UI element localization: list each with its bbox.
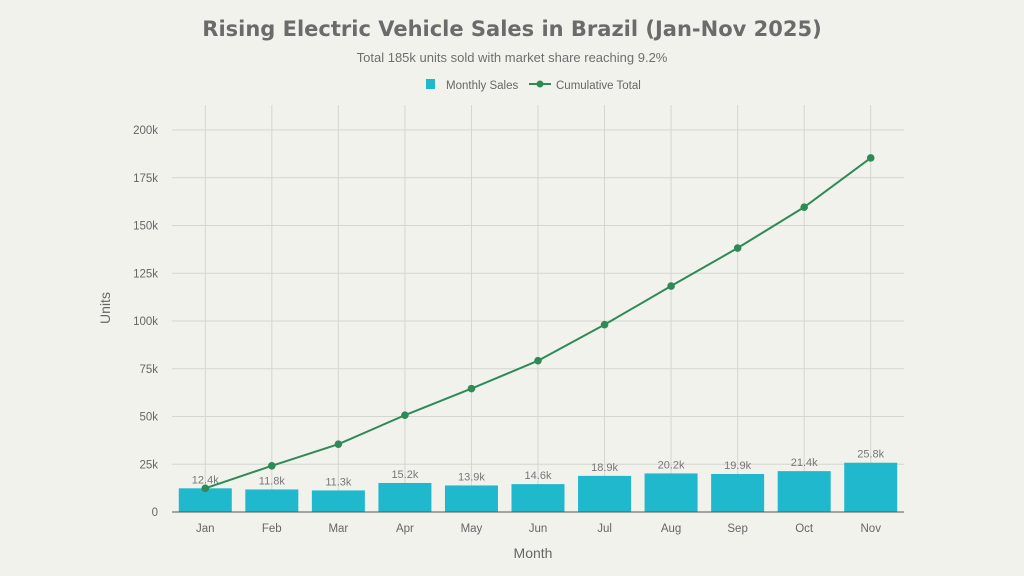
cumulative-point (800, 203, 808, 211)
y-tick-label: 150k (133, 221, 158, 233)
chart-title: Rising Electric Vehicle Sales in Brazil … (202, 17, 821, 41)
bar-oct (777, 471, 831, 512)
x-tick-label: Jul (597, 523, 612, 535)
y-tick-label: 50k (139, 412, 158, 424)
bars: 12.4k 11.8k 11.3k 15.2k 13.9k 14.6k 18.9k 20.2k… (178, 449, 898, 512)
y-tick-label: 100k (133, 316, 158, 328)
cumulative-point (733, 244, 742, 252)
bar-data-label: 12.4k (192, 474, 219, 486)
y-tick-label: 25k (139, 459, 158, 471)
y-tick-label: 0 (152, 507, 158, 519)
y-axis: 0 25k 50k 75k 100k 125k 150k 175k 200k (133, 125, 158, 519)
x-tick-label: Feb (262, 523, 282, 535)
cumulative-point (534, 356, 542, 365)
y-tick-label: 200k (133, 125, 158, 137)
legend-label-monthly[interactable]: Monthly Sales (446, 80, 518, 92)
bar-jan (178, 488, 232, 512)
y-tick-label: 75k (139, 364, 158, 376)
x-tick-label: Jun (529, 523, 548, 535)
bar-apr (378, 482, 432, 512)
bar-data-label: 13.9k (458, 471, 485, 483)
x-axis-label: Month (514, 545, 553, 561)
bar-data-label: 11.3k (325, 476, 352, 488)
bar-data-label: 15.2k (391, 469, 418, 481)
x-tick-label: Aug (661, 523, 681, 535)
cumulative-point (401, 411, 409, 419)
bar-data-label: 19.9k (724, 460, 751, 472)
x-tick-label: Mar (328, 523, 348, 535)
cumulative-point (334, 440, 343, 448)
x-axis: Jan Feb Mar Apr May Jun Jul Aug Sep Oct Nov (172, 511, 904, 535)
bar-data-label: 21.4k (791, 457, 818, 469)
cumulative-point (667, 282, 675, 290)
bar-data-label: 25.8k (857, 449, 884, 461)
cumulative-point (201, 484, 210, 493)
x-tick-label: Apr (396, 523, 414, 535)
bar-nov (844, 462, 898, 512)
cumulative-point (866, 154, 875, 162)
chart-subtitle: Total 185k units sold with market share … (357, 50, 668, 65)
y-axis-label: Units (97, 292, 113, 324)
bar-sep (711, 473, 765, 512)
bar-data-label: 14.6k (525, 470, 552, 482)
bar-jun (511, 484, 565, 512)
legend: Monthly Sales Cumulative Total (426, 79, 641, 92)
cumulative-point (467, 384, 476, 393)
bar-data-label: 18.9k (591, 462, 618, 474)
legend-marker-cumulative (536, 80, 544, 88)
x-tick-label: May (461, 523, 483, 535)
y-tick-label: 125k (133, 268, 158, 280)
bar-feb (245, 489, 299, 512)
bar-aug (644, 473, 698, 512)
bar-data-label: 11.8k (259, 475, 286, 487)
gridlines (172, 105, 904, 512)
cumulative-line (201, 154, 875, 493)
bar-data-label: 20.2k (658, 459, 685, 471)
x-tick-label: Sep (727, 523, 747, 535)
cumulative-point (268, 461, 276, 470)
bar-jul (578, 475, 632, 512)
y-tick-label: 175k (133, 173, 158, 185)
bar-mar (311, 490, 365, 512)
bar-may (444, 485, 498, 512)
x-tick-label: Jan (196, 523, 215, 535)
x-tick-label: Nov (861, 523, 882, 535)
legend-label-cumulative[interactable]: Cumulative Total (556, 80, 641, 92)
cumulative-point (600, 320, 609, 329)
legend-swatch-monthly (426, 79, 435, 89)
x-tick-label: Oct (795, 523, 814, 535)
